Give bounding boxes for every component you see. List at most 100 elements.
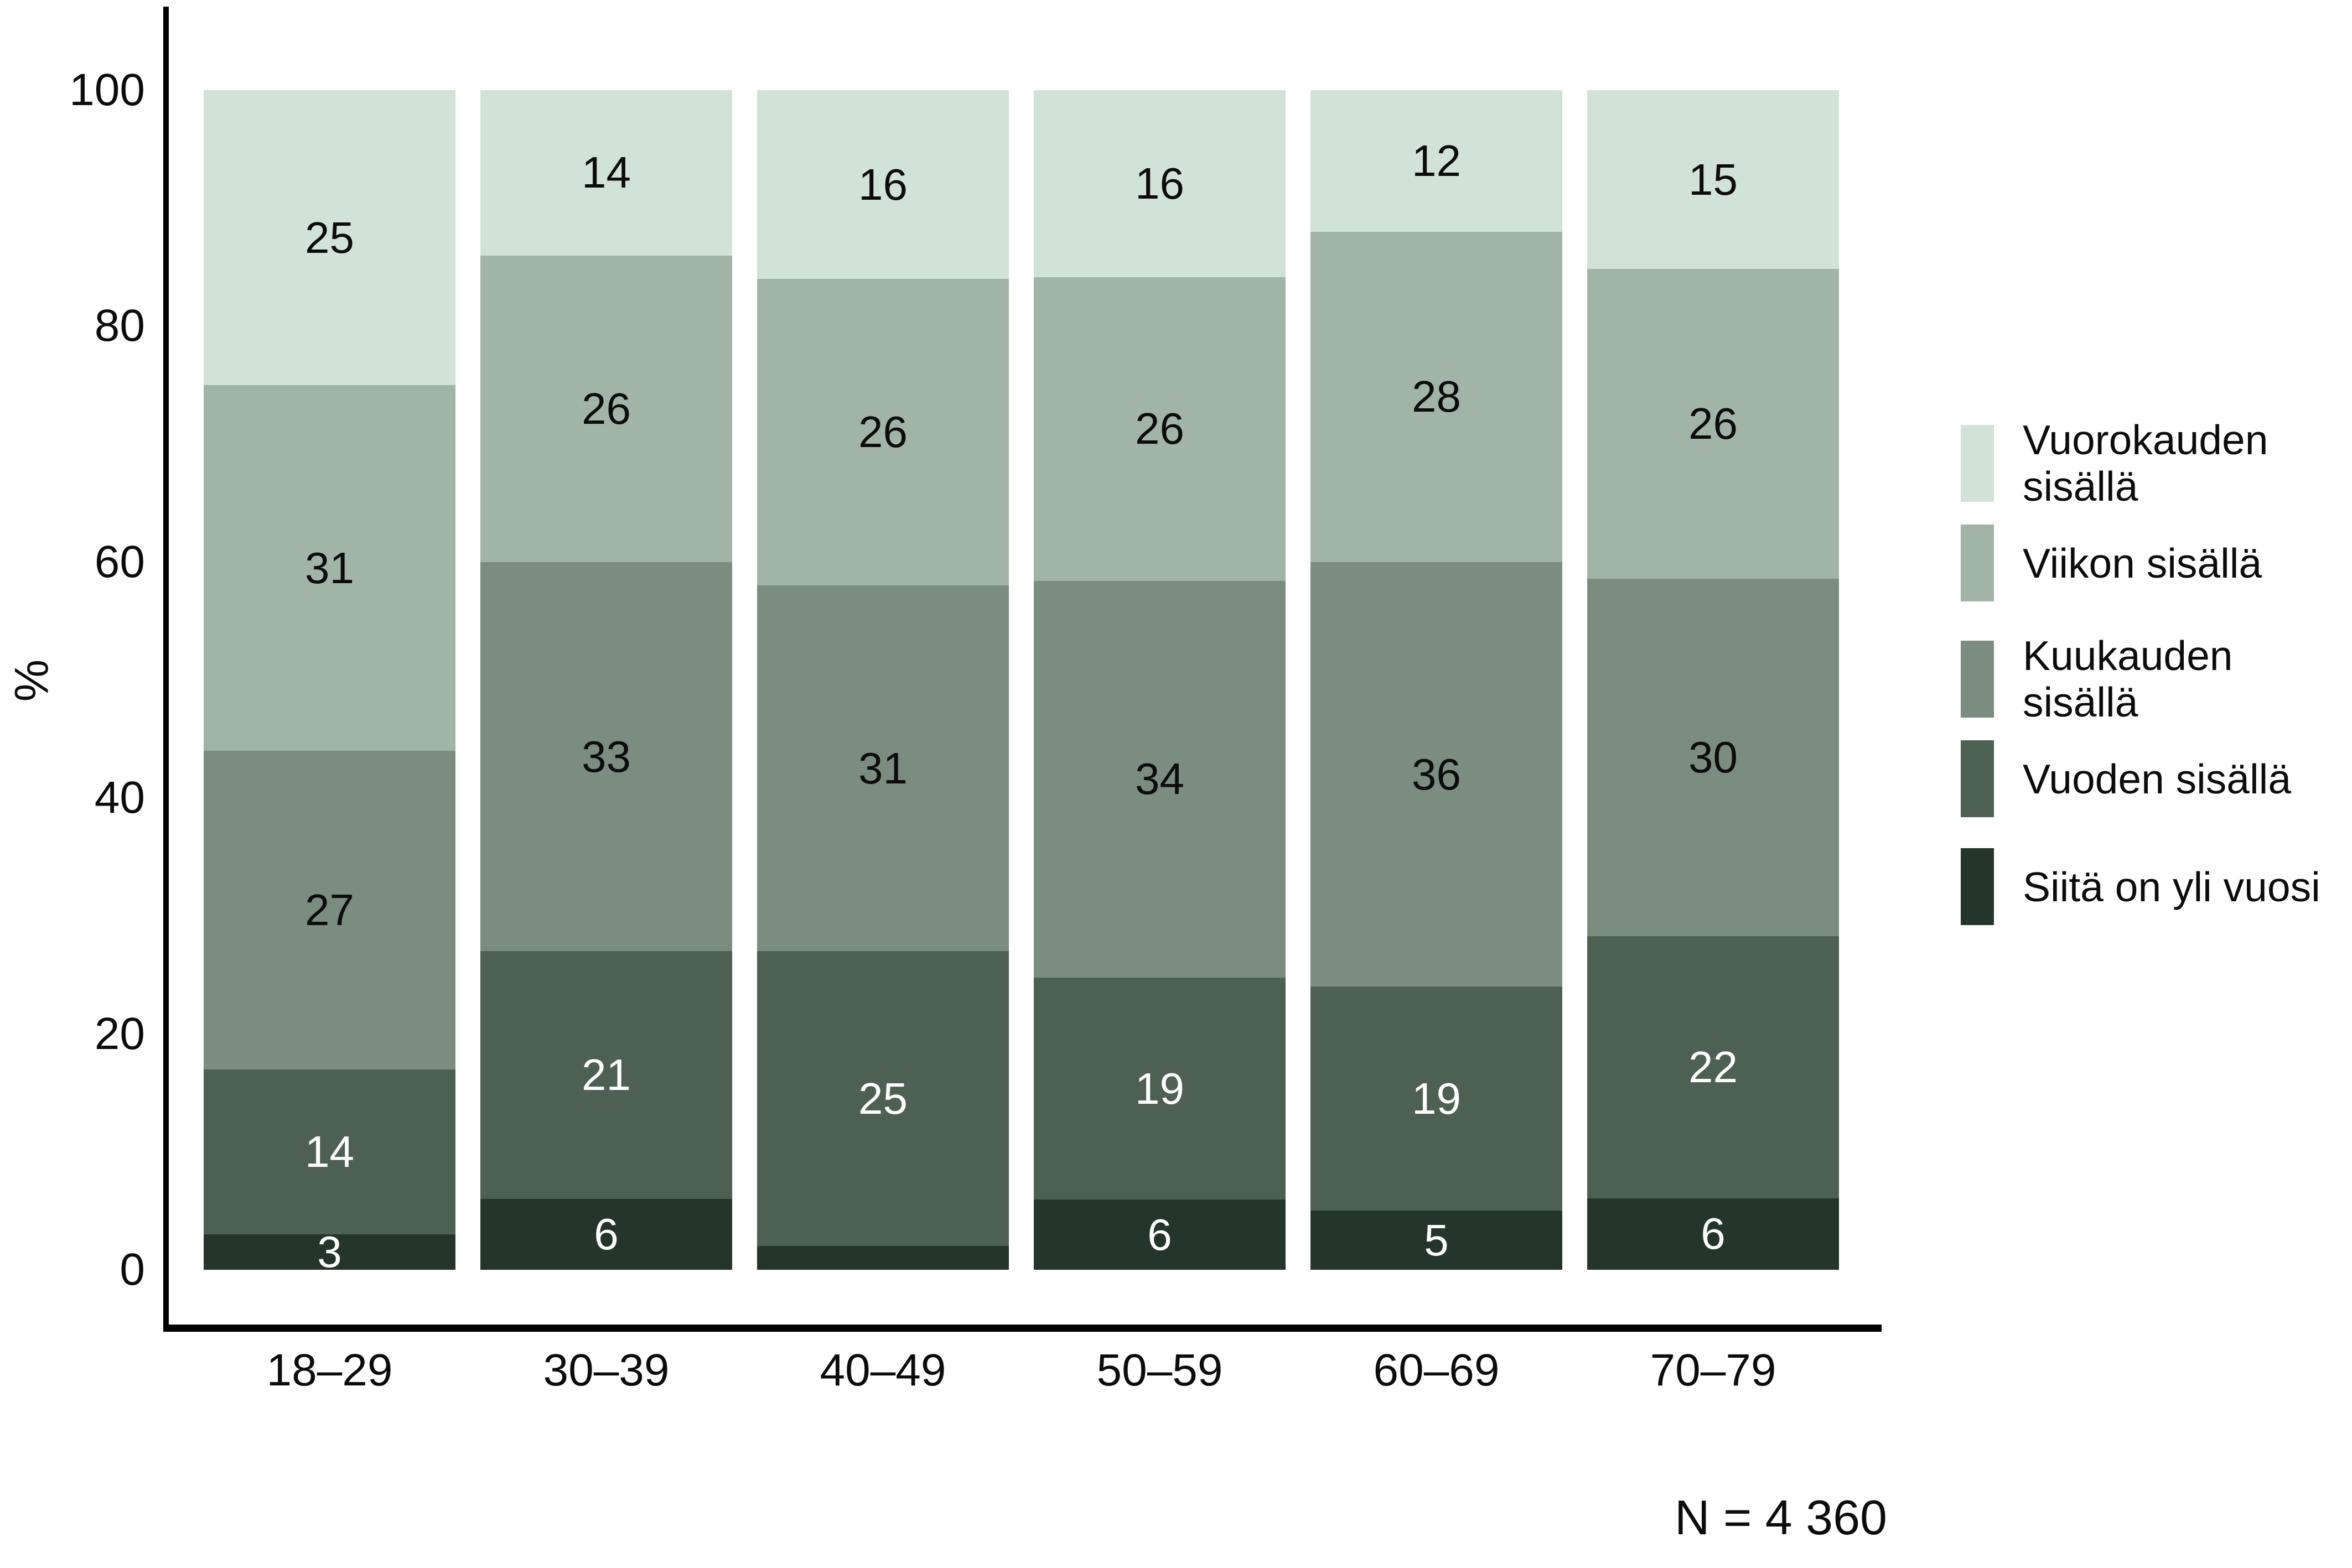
- segment-value-label: 15: [1688, 154, 1738, 204]
- legend-label: Viikon sisällä: [2023, 539, 2262, 586]
- bar-segment: 30: [1587, 578, 1839, 937]
- bar-segment: 21: [480, 951, 732, 1200]
- legend: Vuorokauden sisällä Viikon sisällä Kuukaud…: [1961, 417, 2352, 970]
- bar-50–59: 6 19 34 26 16: [1034, 90, 1286, 1270]
- bar-60–69: 5 19 36 28 12: [1310, 90, 1562, 1270]
- bar-segment: [757, 1246, 1009, 1270]
- x-tick-label: 40–49: [820, 1345, 946, 1395]
- segment-value-label: 34: [1135, 754, 1184, 804]
- bar-70–79: 6 22 30 26 15: [1587, 90, 1839, 1270]
- legend-label: Siitä on yli vuosi: [2023, 863, 2320, 910]
- bars-area: 3 14 27 31 25 6 21 33 26 14 25 31 26 16 6 19 34 26 16 5 19 36…: [204, 90, 1839, 1274]
- legend-item: Vuoden sisällä: [1961, 740, 2291, 817]
- bar-segment: 5: [1310, 1211, 1562, 1270]
- bar-segment: 33: [480, 562, 732, 952]
- y-tick-label: 60: [94, 536, 145, 587]
- y-tick-label: 0: [120, 1244, 145, 1295]
- bar-segment: 14: [204, 1069, 455, 1235]
- segment-value-label: 16: [858, 159, 908, 209]
- sample-size-note: N = 4 360: [1674, 1490, 1887, 1545]
- segment-value-label: 26: [858, 407, 908, 457]
- bar-segment: 19: [1034, 978, 1286, 1200]
- bar-segment: 6: [1587, 1198, 1839, 1270]
- bar-segment: 14: [480, 90, 732, 256]
- bar-segment: 25: [204, 90, 455, 386]
- legend-item: Siitä on yli vuosi: [1961, 848, 2320, 925]
- x-tick-label: 30–39: [543, 1345, 670, 1395]
- segment-value-label: 19: [1135, 1063, 1184, 1113]
- y-axis-ticks: 0 20 40 60 80 100: [0, 0, 145, 1568]
- segment-value-label: 21: [582, 1050, 631, 1100]
- segment-value-label: 14: [305, 1126, 354, 1176]
- segment-value-label: 31: [858, 743, 908, 793]
- segment-value-label: 28: [1412, 372, 1461, 422]
- legend-swatch: [1961, 424, 1994, 502]
- segment-value-label: 19: [1412, 1073, 1461, 1123]
- bar-segment: 15: [1587, 90, 1839, 269]
- segment-value-label: 12: [1412, 136, 1461, 185]
- bar-segment: 25: [757, 951, 1009, 1247]
- bar-segment: 31: [204, 385, 455, 751]
- segment-value-label: 6: [594, 1209, 619, 1259]
- segment-value-label: 26: [1688, 399, 1738, 449]
- bar-segment: 26: [757, 279, 1009, 586]
- bar-40–49: 25 31 26 16: [757, 90, 1009, 1270]
- segment-value-label: 5: [1424, 1215, 1449, 1265]
- segment-value-label: 6: [1147, 1209, 1172, 1259]
- segment-value-label: 26: [1135, 404, 1184, 454]
- segment-value-label: 27: [305, 885, 354, 934]
- bar-segment: 28: [1310, 231, 1562, 562]
- x-tick-label: 18–29: [266, 1345, 393, 1395]
- segment-value-label: 25: [858, 1073, 908, 1123]
- bar-segment: 31: [757, 585, 1009, 952]
- legend-swatch: [1961, 848, 1994, 925]
- bar-segment: 26: [480, 255, 732, 562]
- x-tick-label: 60–69: [1373, 1345, 1500, 1395]
- x-tick-label: 70–79: [1650, 1345, 1776, 1395]
- bar-segment: 26: [1587, 269, 1839, 579]
- legend-swatch: [1961, 525, 1994, 601]
- bar-segment: 26: [1034, 277, 1286, 581]
- legend-item: Vuorokauden sisällä: [1961, 417, 2352, 510]
- segment-value-label: 14: [582, 148, 631, 198]
- segment-value-label: 16: [1135, 158, 1184, 208]
- bar-segment: 6: [480, 1199, 732, 1270]
- bar-18–29: 3 14 27 31 25: [204, 90, 455, 1274]
- bar-segment: 22: [1587, 936, 1839, 1198]
- x-axis-line: [163, 1325, 1882, 1332]
- segment-value-label: 6: [1701, 1209, 1726, 1259]
- bar-segment: 27: [204, 750, 455, 1069]
- x-tick-label: 50–59: [1096, 1345, 1223, 1395]
- bar-30–39: 6 21 33 26 14: [480, 90, 732, 1270]
- legend-label: Vuoden sisällä: [2023, 755, 2292, 802]
- y-tick-label: 80: [94, 300, 145, 351]
- bar-segment: 6: [1034, 1200, 1286, 1270]
- bar-segment: 12: [1310, 90, 1562, 232]
- x-axis-ticks: 18–29 30–39 40–49 50–59 60–69 70–79: [0, 1340, 2352, 1401]
- segment-value-label: 30: [1688, 733, 1738, 782]
- bar-segment: 3: [204, 1230, 455, 1274]
- y-tick-label: 40: [94, 772, 145, 823]
- segment-value-label: 26: [582, 383, 631, 433]
- bar-segment: 16: [757, 90, 1009, 279]
- y-axis-line: [163, 7, 169, 1331]
- y-tick-label: 100: [69, 65, 145, 115]
- y-tick-label: 20: [94, 1008, 145, 1059]
- legend-swatch: [1961, 740, 1994, 817]
- bar-segment: 19: [1310, 987, 1562, 1211]
- segment-value-label: 3: [317, 1227, 342, 1277]
- segment-value-label: 22: [1688, 1042, 1738, 1092]
- segment-value-label: 36: [1412, 749, 1461, 799]
- bar-segment: 16: [1034, 90, 1286, 277]
- segment-value-label: 25: [305, 212, 354, 262]
- bar-segment: 34: [1034, 580, 1286, 978]
- legend-label: Vuorokauden sisällä: [2023, 417, 2268, 510]
- legend-item: Kuukauden sisällä: [1961, 632, 2352, 725]
- bar-segment: 36: [1310, 562, 1562, 987]
- segment-value-label: 31: [305, 543, 354, 593]
- legend-item: Viikon sisällä: [1961, 525, 2262, 601]
- segment-value-label: 33: [582, 731, 631, 781]
- legend-label: Kuukauden sisällä: [2023, 632, 2233, 725]
- legend-swatch: [1961, 640, 1994, 718]
